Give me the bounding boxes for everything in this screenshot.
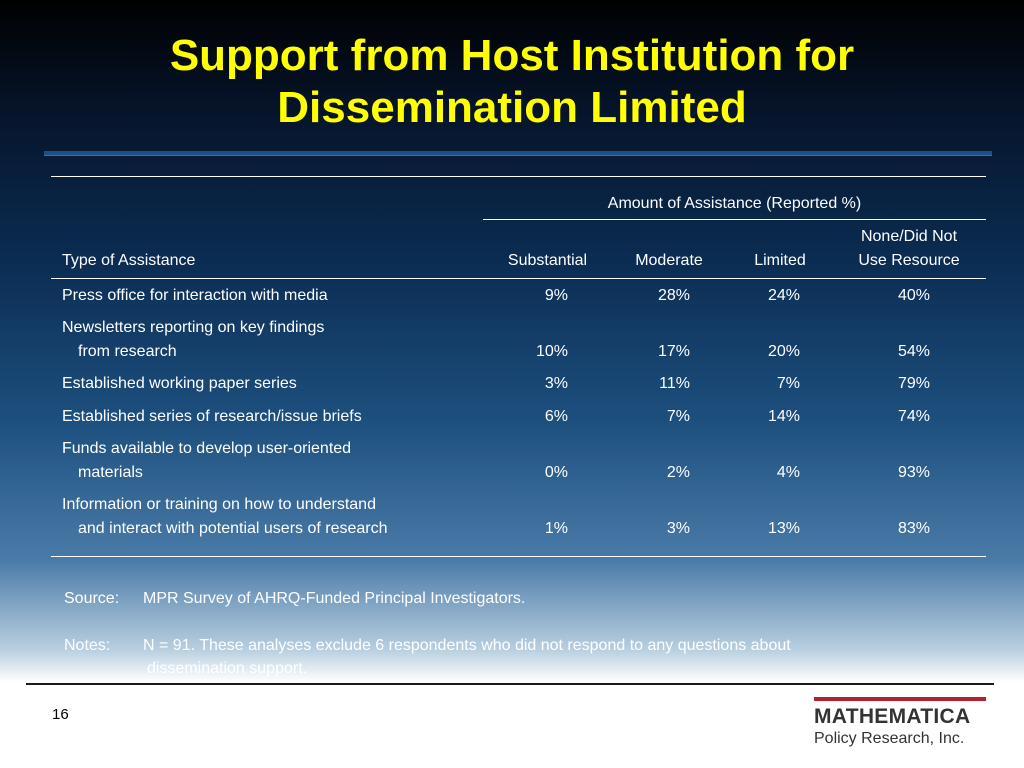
cell-none: 74% [897, 408, 930, 425]
source-text: MPR Survey of AHRQ-Funded Principal Inve… [143, 590, 526, 607]
logo-accent-bar [814, 697, 986, 701]
source-label: Source: [64, 590, 120, 607]
slide-title: Support from Host Institution for Dissem… [169, 31, 855, 132]
cell-substantial: 1% [544, 520, 568, 537]
cell-substantial: 9% [544, 287, 568, 304]
row-label: Information or training on how to unders… [62, 496, 376, 513]
row-label-continued: and interact with potential users of res… [78, 520, 388, 537]
cell-substantial: 3% [544, 375, 568, 392]
group-header: Amount of Assistance (Reported %) [607, 195, 862, 212]
cell-limited: 4% [776, 464, 800, 481]
header-bottom-rule [51, 278, 986, 279]
column-header-limited: Limited [754, 252, 806, 269]
slide-background [0, 0, 1024, 682]
table-bottom-rule [51, 556, 986, 557]
notes-text: N = 91. These analyses exclude 6 respond… [143, 637, 791, 654]
cell-moderate: 7% [666, 408, 690, 425]
row-label-continued: materials [78, 464, 143, 481]
cell-none: 54% [897, 343, 930, 360]
row-label: Established working paper series [62, 375, 297, 392]
cell-none: 79% [897, 375, 930, 392]
notes-text-continued: dissemination support. [147, 660, 308, 677]
notes-label: Notes: [64, 637, 111, 654]
cell-limited: 20% [767, 343, 800, 360]
row-label: Funds available to develop user-oriented [62, 440, 352, 457]
group-header-rule [483, 219, 986, 220]
column-header-substantial: Substantial [507, 252, 588, 269]
row-label: Established series of research/issue bri… [62, 408, 362, 425]
cell-substantial: 0% [544, 464, 568, 481]
cell-substantial: 10% [535, 343, 568, 360]
table-top-rule [51, 176, 986, 177]
cell-moderate: 28% [657, 287, 690, 304]
column-header-moderate: Moderate [635, 252, 703, 269]
cell-none: 40% [897, 287, 930, 304]
cell-limited: 7% [776, 375, 800, 392]
cell-moderate: 2% [666, 464, 690, 481]
cell-limited: 14% [767, 408, 800, 425]
cell-none: 93% [897, 464, 930, 481]
cell-none: 83% [897, 520, 930, 537]
footer-divider [26, 683, 994, 685]
title-divider [44, 151, 992, 156]
page-number: 16 [52, 706, 69, 723]
cell-moderate: 17% [657, 343, 690, 360]
row-header: Type of Assistance [62, 252, 196, 269]
cell-limited: 13% [767, 520, 800, 537]
cell-limited: 24% [767, 287, 800, 304]
column-header-none-line1: None/Did Not [860, 228, 958, 245]
cell-substantial: 6% [544, 408, 568, 425]
column-header-none-line2: Use Resource [858, 252, 960, 269]
logo-tagline: Policy Research, Inc. [814, 730, 965, 747]
cell-moderate: 3% [666, 520, 690, 537]
logo-wordmark: MATHEMATICA [814, 705, 971, 728]
row-label: Newsletters reporting on key findings [62, 319, 325, 336]
cell-moderate: 11% [659, 375, 690, 392]
row-label-continued: from research [78, 343, 177, 360]
row-label: Press office for interaction with media [62, 287, 328, 304]
